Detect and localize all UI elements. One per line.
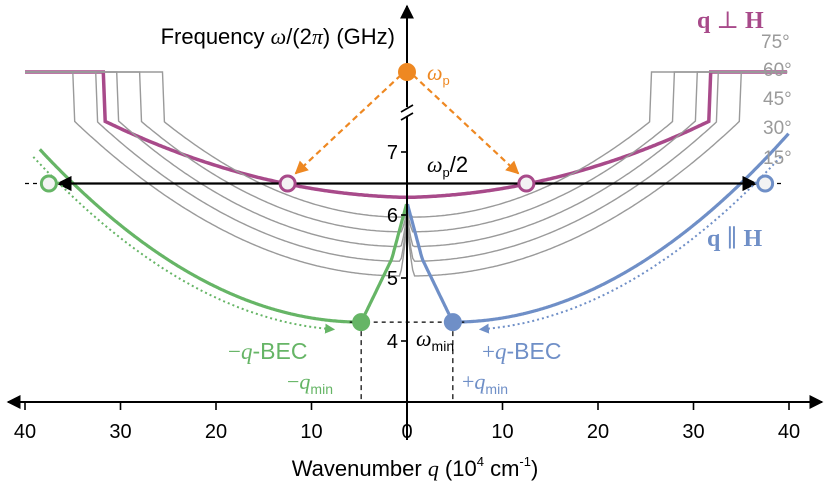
angle-label-45: 45° — [763, 89, 792, 110]
x-tick-label: 10 — [491, 421, 513, 443]
curve-par-positive — [405, 132, 790, 324]
par-label: q ∥ H — [707, 226, 762, 252]
neg-qmin-label: −qmin — [287, 369, 333, 397]
marker-points — [39, 63, 775, 332]
angle-label-15: 15° — [763, 148, 792, 169]
pump-arrow-right — [412, 74, 520, 175]
x-tick-label: 40 — [778, 421, 800, 443]
pos-qmin-label: +qmin — [462, 369, 508, 397]
perp-label: q ⊥ H — [697, 8, 764, 34]
y-axis-label: Frequency ω/(2π) (GHz) — [161, 24, 395, 49]
y-tick-label: 6 — [387, 205, 398, 227]
pump-frequency-label: ωp — [427, 60, 450, 88]
axis-break-mark-bottom — [400, 112, 414, 121]
angle-label-60: 60° — [763, 60, 792, 81]
x-axis-label: Wavenumber q (104 cm-1) — [292, 454, 539, 481]
pos-bec-label: +q-BEC — [482, 338, 561, 364]
half-pump-label: ωp/2 — [427, 152, 468, 180]
x-tick-label: 10 — [300, 421, 322, 443]
angle-label-75: 75° — [761, 32, 790, 53]
neg-bec-label: −q-BEC — [228, 338, 307, 364]
point-bec-neg — [352, 313, 371, 332]
x-tick-label: 0 — [401, 421, 412, 443]
x-tick-label: 40 — [14, 421, 36, 443]
axis-break-mark-top — [400, 104, 414, 113]
flow-arrow-negative — [32, 156, 336, 334]
curve-par-negative — [38, 148, 409, 324]
axis-break-gap — [401, 107, 413, 117]
angle-label-30: 30° — [763, 118, 792, 139]
x-tick-label: 20 — [587, 421, 609, 443]
point-bec-pos — [443, 313, 462, 332]
x-tick-label: 30 — [682, 421, 704, 443]
point-par-right — [756, 174, 775, 193]
y-tick-label: 7 — [387, 142, 398, 164]
y-tick-label: 5 — [387, 268, 398, 290]
pump-arrow-left — [294, 74, 402, 175]
y-tick-label: 4 — [387, 331, 398, 353]
point-omega-p — [398, 63, 416, 81]
point-par-left — [39, 174, 58, 193]
point-perp-right — [517, 174, 536, 193]
omega-min-label: ωmin — [416, 326, 454, 354]
flow-arrow-positive — [478, 156, 782, 334]
x-tick-label: 30 — [109, 421, 131, 443]
x-tick-label: 20 — [205, 421, 227, 443]
point-perp-left — [278, 174, 297, 193]
